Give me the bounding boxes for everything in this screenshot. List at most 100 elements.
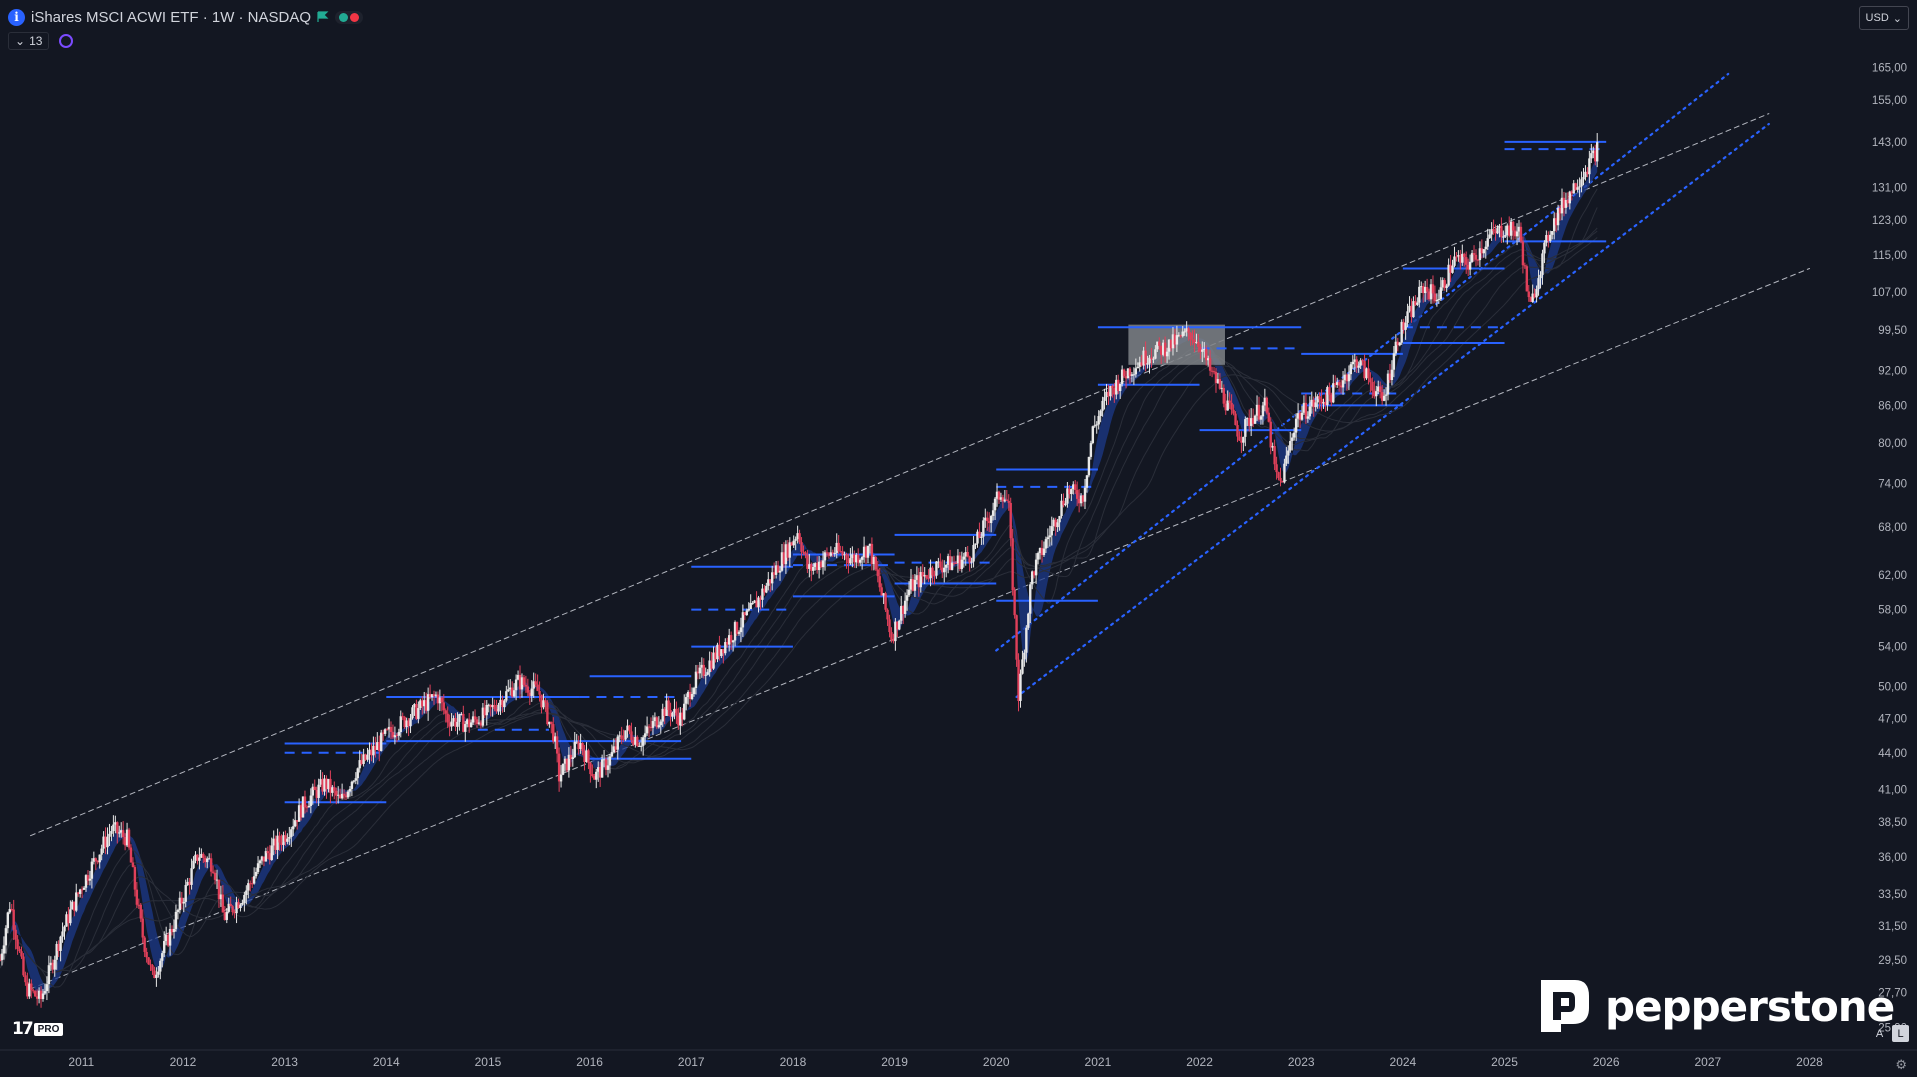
candle-body	[1201, 349, 1204, 352]
candle-body	[1154, 349, 1157, 359]
candle-body	[399, 716, 402, 733]
candle-body	[479, 722, 483, 726]
candle-body	[726, 642, 729, 645]
candle-body	[653, 717, 657, 722]
candle-body	[1120, 369, 1124, 384]
candle-body	[1437, 299, 1441, 301]
candle-body	[612, 746, 616, 753]
candle-body	[182, 901, 185, 904]
symbol-title[interactable]: iShares MSCI ACWI ETF · 1W · NASDAQ	[31, 8, 312, 26]
candle-body	[1050, 526, 1053, 536]
candle-body	[4, 928, 8, 946]
candle-body	[462, 713, 465, 732]
candle-body	[446, 713, 449, 723]
candle-body	[403, 717, 406, 728]
y-tick-label: 41,00	[1878, 784, 1907, 796]
currency-select[interactable]: USD ⌄	[1858, 6, 1909, 30]
candle-body	[217, 879, 221, 900]
candle-body	[250, 883, 254, 885]
candle-body	[1375, 391, 1378, 397]
status-green-icon	[339, 12, 349, 22]
candle-body	[1586, 171, 1589, 175]
candle-body	[235, 902, 238, 914]
y-tick-label: 99,50	[1878, 325, 1907, 337]
candle-body	[1341, 380, 1345, 388]
candle-body	[258, 860, 262, 864]
candle-body	[911, 578, 915, 591]
candle-body	[829, 552, 833, 556]
candle-body	[1034, 559, 1038, 576]
candle-body	[1443, 280, 1446, 289]
candle-body	[1160, 345, 1163, 355]
candle-body	[39, 990, 43, 1000]
candle-body	[288, 837, 291, 839]
candle-body	[988, 521, 991, 524]
candle-body	[221, 894, 225, 913]
market-status-icon[interactable]	[335, 10, 364, 24]
candle-body	[1173, 334, 1177, 345]
candle-body	[1509, 221, 1513, 236]
candle-body	[538, 690, 541, 695]
candle-body	[350, 781, 354, 789]
candle-body	[1521, 241, 1525, 266]
candle-body	[1113, 387, 1116, 395]
candle-body	[1240, 440, 1243, 443]
flag-icon[interactable]	[317, 11, 329, 23]
indicators-toggle-button[interactable]: ⌄ 13	[8, 32, 50, 50]
candle-body	[1083, 487, 1087, 502]
x-tick-label: 2017	[678, 1055, 705, 1069]
candle-body	[845, 554, 848, 560]
candle-body	[1590, 153, 1593, 159]
candle-body	[352, 780, 356, 782]
candle-body	[618, 735, 621, 737]
auto-scale-button[interactable]: A	[1875, 1027, 1884, 1040]
tradingview-logo[interactable]: 17 PRO	[12, 1019, 64, 1039]
candle-body	[1275, 464, 1278, 473]
settings-gear-icon[interactable]: ⚙	[1895, 1057, 1907, 1072]
candle-body	[649, 727, 653, 729]
candle-body	[1324, 402, 1327, 406]
candle-body	[1289, 440, 1292, 451]
candle-body	[1099, 410, 1102, 417]
candle-body	[421, 700, 424, 707]
candle-body	[1547, 235, 1550, 241]
candle-body	[1187, 328, 1190, 333]
y-tick-label: 92,00	[1878, 365, 1907, 377]
candle-body	[1105, 391, 1108, 398]
candle-body	[534, 681, 537, 685]
candle-body	[686, 691, 690, 698]
candle-body	[1193, 339, 1196, 344]
candle-body	[1365, 368, 1368, 379]
candle-body	[360, 760, 363, 764]
candle-body	[487, 704, 490, 706]
candle-body	[215, 879, 219, 881]
candle-body	[1234, 413, 1237, 426]
candle-body	[817, 561, 821, 571]
candle-body	[557, 753, 561, 782]
log-scale-button[interactable]: L	[1892, 1025, 1909, 1042]
candle-body	[1463, 253, 1466, 258]
candle-body	[878, 576, 881, 588]
candle-body	[1412, 301, 1415, 318]
candle-body	[796, 533, 799, 540]
candle-body	[1357, 365, 1360, 368]
candle-body	[972, 544, 975, 562]
candle-body	[1308, 406, 1312, 417]
candle-body	[1064, 503, 1067, 506]
candle-body	[149, 964, 152, 966]
info-icon[interactable]: i	[8, 8, 25, 26]
chevron-down-icon: ⌄	[15, 34, 26, 48]
candle-body	[1541, 253, 1544, 275]
candle-body	[1013, 590, 1016, 616]
candle-body	[573, 741, 576, 758]
candle-body	[645, 726, 649, 734]
candle-body	[1318, 396, 1321, 400]
candle-body	[503, 700, 506, 708]
y-tick-label: 29,50	[1878, 955, 1907, 967]
candle-body	[913, 579, 917, 591]
candle-body	[1144, 350, 1147, 365]
candle-body	[1488, 234, 1491, 239]
x-tick-label: 2027	[1694, 1055, 1721, 1069]
